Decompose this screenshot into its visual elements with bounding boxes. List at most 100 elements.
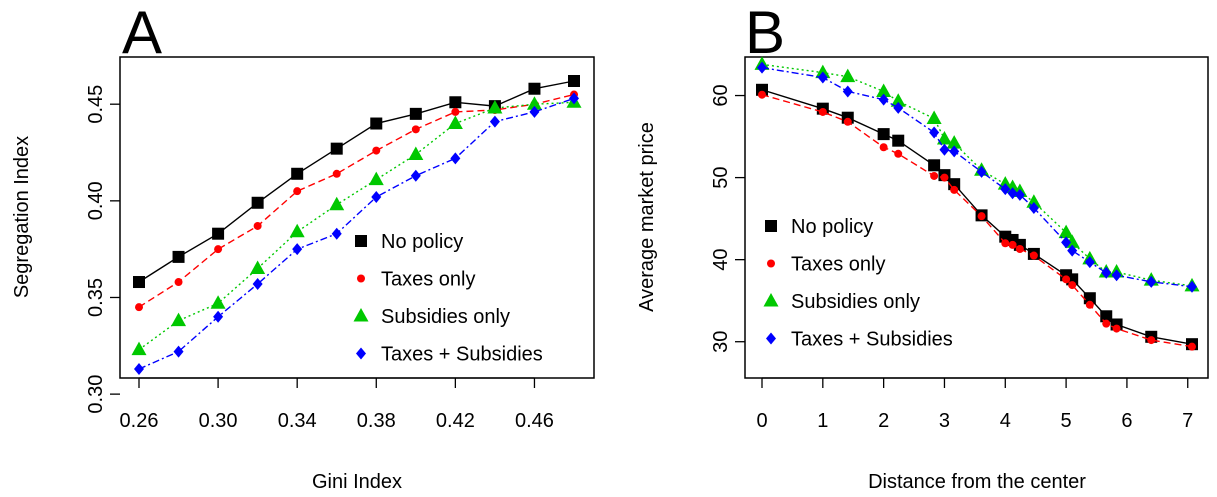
panel-a-x-tick-label: 0.42 — [436, 410, 475, 432]
panel-a-data-point — [252, 277, 263, 290]
panel-a-data-point — [368, 171, 384, 186]
panel-b-data-point — [1102, 319, 1111, 328]
panel-b-data-point — [1187, 280, 1197, 293]
panel-b-data-point — [940, 173, 949, 182]
panel-b-data-point — [1101, 266, 1112, 279]
panel-b-y-axis-label: Average market price — [636, 122, 658, 312]
panel-b-data-point — [926, 110, 942, 125]
panel-b-legend: No policy Taxes only Subsidies only Taxes +… — [763, 216, 953, 351]
panel-a-legend-label: Taxes + Subsidies — [381, 344, 543, 366]
panel-b-data-point — [1067, 244, 1078, 257]
panel-b-data-point — [842, 85, 853, 98]
panel-b-data-point — [757, 61, 767, 74]
panel-b-data-point — [976, 165, 987, 178]
panel-b-data-point — [1083, 292, 1096, 305]
panel-b-data-point — [879, 143, 888, 152]
panel-a-data-point — [332, 169, 341, 178]
panel-a-legend-label: Subsidies only — [381, 306, 510, 328]
panel-b-x-tick-label: 5 — [1061, 410, 1072, 432]
panel-b-x-axis: 0 1 2 3 4 5 6 7 — [756, 377, 1193, 432]
panel-a-data-point — [410, 169, 421, 182]
panel-b-x-tick-label: 1 — [817, 410, 828, 432]
panel-b-legend-marker — [766, 332, 776, 345]
panel-b-data-point — [977, 212, 986, 221]
panel-a-series-line — [138, 97, 575, 370]
panel-b-data-point — [1146, 275, 1157, 288]
panel-b-data-point — [1058, 224, 1074, 239]
panel-b-legend-marker — [767, 259, 775, 268]
panel-a-x-tick-label: 0.46 — [515, 410, 554, 432]
panel-b-x-axis-label: Distance from the center — [868, 471, 1086, 493]
panel-b-data-point — [949, 145, 960, 158]
panel-b-legend-marker — [765, 220, 777, 232]
panel-a-data-point — [292, 243, 303, 256]
panel-b-data-point — [929, 126, 940, 139]
panel-b-x-tick-label: 4 — [1000, 410, 1011, 432]
panel-a-data-point — [447, 115, 463, 130]
panel-b-data-point — [818, 107, 827, 116]
panel-b-data-point — [1014, 188, 1025, 201]
panel-b-y-axis: 30 40 50 60 — [710, 84, 745, 353]
panel-a-label: A — [122, 0, 162, 66]
panel-a-data-point — [251, 196, 264, 209]
panel-a-series-line — [138, 80, 575, 283]
panel-b-x-tick-label: 7 — [1182, 410, 1193, 432]
panel-b-legend-label: Taxes only — [791, 254, 886, 276]
panel-a-data-point — [372, 146, 381, 155]
panel-b-data-point — [1000, 183, 1011, 196]
panel-a-data-point — [331, 227, 342, 240]
panel-a-data-point — [409, 107, 422, 120]
panel-b-y-tick-label: 40 — [710, 249, 732, 271]
panel-b-data-point — [1085, 300, 1094, 309]
panel-a-data-point — [569, 92, 579, 105]
panel-b-data-point — [1111, 269, 1122, 282]
panel-a-x-tick-label: 0.34 — [278, 410, 317, 432]
panel-a-data-point — [449, 96, 462, 109]
panel-a-data-point — [135, 303, 143, 312]
panel-a-data-point — [451, 107, 460, 116]
panel-b-data-point — [892, 134, 905, 147]
panel-a-data-point — [408, 146, 424, 160]
panel-a-data-point — [371, 190, 382, 203]
panel-a-data-point — [329, 196, 345, 211]
panel-a-data-point — [212, 227, 225, 240]
panel-a-series — [131, 75, 582, 375]
panel-b-legend-label: Taxes + Subsidies — [791, 329, 953, 351]
panel-a-data-point — [489, 115, 500, 128]
panel-b-data-point — [1188, 342, 1196, 351]
panel-b-legend-marker — [763, 293, 779, 307]
panel-b-label: B — [745, 0, 785, 66]
panel-b-data-point — [1029, 251, 1038, 260]
panel-b-y-tick-label: 30 — [710, 331, 732, 353]
panel-b-data-point — [893, 101, 904, 114]
panel-a-legend-marker — [356, 347, 366, 360]
panel-b-data-point — [950, 185, 959, 194]
panel-a-data-point — [134, 363, 144, 375]
panel-b-data-point — [1028, 201, 1039, 214]
panel-a-legend-label: No policy — [381, 231, 463, 253]
panel-a-data-point — [210, 295, 226, 309]
panel-a-legend: No policy Taxes only Subsidies only Taxes +… — [353, 231, 543, 366]
panel-b-data-point — [1062, 275, 1071, 284]
panel-b-data-point — [1061, 236, 1072, 249]
panel-b-data-point — [894, 149, 903, 158]
panel-b-y-tick-label: 60 — [710, 84, 732, 106]
panel-a-x-tick-label: 0.38 — [357, 410, 396, 432]
panel-b: B 0 1 2 3 4 5 6 7 30 40 50 60 No policy Taxes only S… — [636, 0, 1209, 493]
panel-b-data-point — [936, 131, 952, 145]
panel-a-series-line — [138, 101, 575, 351]
panel-a-y-tick-label: 0.40 — [85, 181, 107, 220]
panel-a-data-point — [411, 125, 420, 134]
panel-b-data-point — [1068, 281, 1077, 290]
panel-b-data-point — [876, 83, 892, 97]
panel-a-data-point — [370, 117, 383, 130]
panel-b-data-point — [946, 135, 962, 149]
panel-b-data-point — [843, 117, 852, 126]
panel-a-data-point — [289, 223, 305, 238]
panel-a-data-point — [250, 260, 266, 274]
panel-b-data-point — [930, 171, 939, 180]
panel-b-data-point — [817, 71, 828, 84]
panel-b-x-tick-label: 2 — [878, 410, 889, 432]
panel-a-legend-marker — [357, 274, 365, 283]
